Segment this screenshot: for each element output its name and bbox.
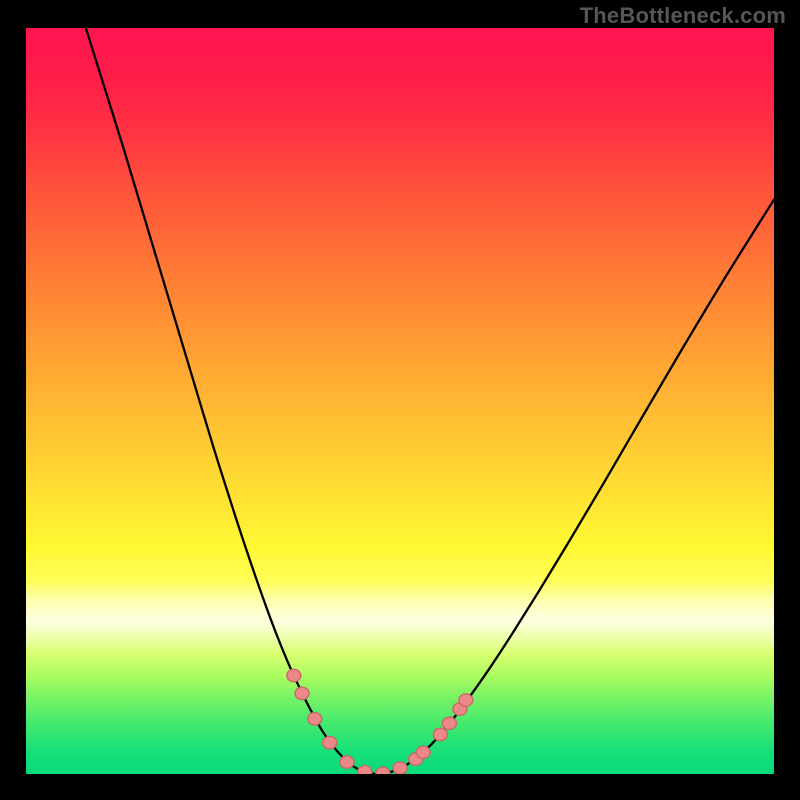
watermark-label: TheBottleneck.com	[580, 3, 786, 29]
bottleneck-chart: TheBottleneck.com	[0, 0, 800, 800]
chart-svg	[0, 0, 800, 800]
